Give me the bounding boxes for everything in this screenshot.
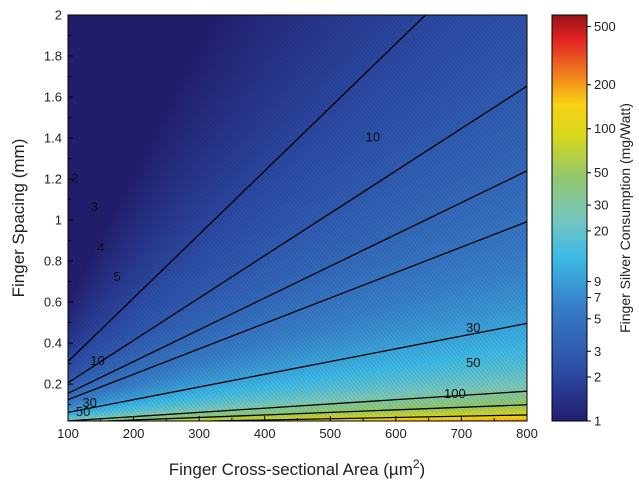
colorbar-tick-label: 20 [594,223,608,238]
x-axis-label: Finger Cross-sectional Area (µm2) [169,457,425,479]
x-tick-label: 700 [451,426,473,441]
y-axis: 0.2 0.4 0.6 0.8 1 1.2 1.4 1.6 1.8 2 [44,8,73,406]
contour-line-10 [68,322,527,414]
y-tick-label: 0.6 [44,295,62,310]
y-tick-label: 1.8 [44,49,62,64]
x-tick-label: 400 [254,426,276,441]
y-tick-label: 0.4 [44,336,62,351]
y-tick-label: 1.6 [44,90,62,105]
contour-label-10: 10 [90,353,104,368]
x-tick-label: 200 [123,426,145,441]
contour-label-4: 4 [97,240,104,255]
colorbar-tick-label: 1 [594,414,601,429]
x-tick-label: 300 [188,426,210,441]
colorbar-tick-label: 9 [594,274,601,289]
x-tick-label: 500 [319,426,341,441]
contour-label-3: 3 [91,199,98,214]
contour-label-50: 50 [466,355,480,370]
contour-line-4 [68,170,527,394]
y-tick-label: 1 [55,213,62,228]
colorbar-tick-label: 100 [594,121,616,136]
x-tick-label: 100 [57,426,79,441]
y-tick-label: 0.2 [44,377,62,392]
colorbar-tick-label: 30 [594,198,608,213]
y-tick-label: 1.4 [44,131,62,146]
contour-label-5: 5 [114,269,121,284]
x-tick-label: 600 [385,426,407,441]
colorbar-frame [551,14,588,422]
contour-line-2 [68,15,427,363]
contour-line-30 [68,390,527,421]
y-tick-label: 0.8 [44,254,62,269]
y-axis-label: Finger Spacing (mm) [9,139,28,298]
contour-label-100: 100 [444,386,466,401]
contour-label-2: 2 [71,170,78,185]
contour-line-50 [91,404,527,421]
colorbar-ticks: 1 2 3 5 79 20 30 50 100 200 500 [587,19,616,429]
colorbar-tick-label: 500 [594,19,616,34]
colorbar-tick-label: 7 [594,290,601,305]
heatmap-hatching [68,15,527,421]
colorbar-tick-label: 3 [594,344,601,359]
colorbar: 1 2 3 5 79 20 30 50 100 200 500 Finger Silver Cons… [551,14,633,429]
contour-label-30: 30 [82,395,96,410]
x-axis: 100 200 300 400 500 600 700 800 [57,416,538,441]
colorbar-tick-label: 50 [594,165,608,180]
contour-label-50: 50 [76,404,90,419]
colorbar-tick-label: 5 [594,311,601,326]
colorbar-tick-label: 2 [594,370,601,385]
contour-line-3 [68,85,527,384]
colorbar-tick-label: 200 [594,77,616,92]
contour-line-5 [68,221,527,401]
colorbar-gradient [552,15,587,421]
y-tick-label: 1.2 [44,172,62,187]
contour-label-30: 30 [466,320,480,335]
x-tick-label: 800 [516,426,538,441]
x-axis-label-superscript: 2 [413,457,420,471]
y-tick-label: 2 [55,8,62,23]
colorbar-label: Finger Silver Consumption (mg/Watt) [617,103,633,333]
contour-label-10: 10 [366,129,380,144]
